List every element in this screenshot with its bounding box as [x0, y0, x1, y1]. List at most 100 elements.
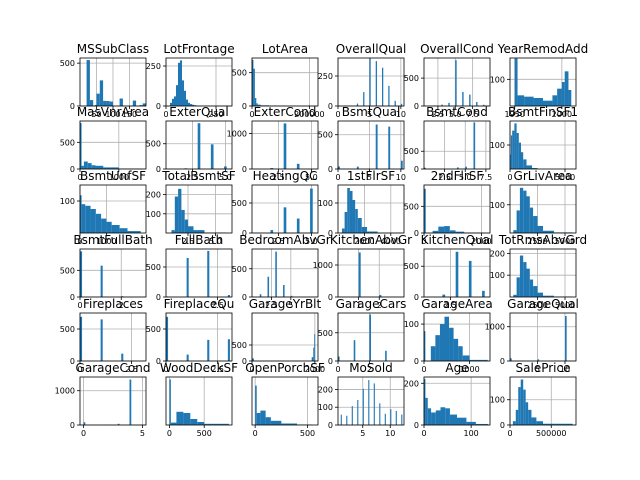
- histogram-bar: [224, 166, 227, 169]
- histogram-bar: [91, 165, 96, 169]
- histogram-bar: [193, 230, 205, 233]
- x-tick-label: 5.0: [219, 173, 232, 182]
- histogram-bar: [207, 339, 210, 361]
- histogram-bar: [103, 167, 119, 169]
- histogram-bar: [256, 103, 258, 106]
- histogram-bar: [543, 295, 554, 297]
- x-tick-label: 2.5: [182, 237, 195, 246]
- subplot-10: 2.5 5.0 7.5 0 500 BsmtCond: [404, 105, 493, 182]
- axes-frame: [165, 248, 233, 298]
- histogram-bar: [176, 411, 184, 425]
- y-tick-label: 0: [328, 102, 333, 111]
- axes-frame: [423, 57, 491, 107]
- y-tick-label: 0: [500, 421, 505, 430]
- histogram-bar: [468, 260, 472, 297]
- subplot-title: ExterQual: [169, 105, 228, 119]
- histogram-bar: [513, 230, 517, 233]
- axes-frame: [251, 248, 319, 298]
- axes-frame: [423, 184, 491, 234]
- histogram-bar: [127, 231, 141, 233]
- histogram-bar: [514, 58, 518, 106]
- histogram-bar: [510, 358, 512, 361]
- x-tick-label: 2.5: [211, 301, 224, 310]
- histogram-bar: [483, 104, 485, 106]
- subplot-8: 2.5 5.0 0 1000 ExterCond: [227, 105, 319, 182]
- subplot-21: 1 2 0 1000 KitchenAbvGr: [313, 233, 413, 310]
- histogram-bar: [338, 166, 340, 169]
- histogram-bar: [254, 98, 257, 106]
- histogram-bar: [564, 71, 569, 106]
- subplot-title: BsmtUnfSF: [80, 169, 146, 183]
- histogram-bar: [171, 230, 175, 233]
- axes-frame: [509, 184, 577, 234]
- histogram-bar: [424, 379, 426, 425]
- subplot-23: 2500 5000 100 200 TotRmsAbvGrd: [490, 233, 587, 310]
- subplot-title: HeatingQC: [253, 169, 318, 183]
- histogram-bar: [310, 188, 313, 233]
- subplot-title: KitchenQual: [421, 233, 494, 247]
- histogram-bar: [369, 58, 371, 106]
- histogram-bar: [444, 316, 450, 361]
- histogram-bar: [95, 213, 102, 233]
- histogram-bar: [525, 402, 529, 425]
- histogram-bar: [90, 209, 96, 233]
- histogram-bar: [469, 359, 488, 361]
- histogram-bar: [349, 191, 353, 233]
- histogram-bar: [382, 67, 384, 106]
- histogram-bar: [453, 338, 459, 361]
- histogram-bar: [119, 98, 123, 106]
- histogram-bar: [176, 85, 178, 106]
- x-tick-label: 0: [167, 429, 172, 438]
- subplot-title: WoodDeckSF: [160, 361, 238, 375]
- y-tick-label: 0: [70, 102, 75, 111]
- x-tick-label: 2500: [527, 301, 547, 310]
- x-tick-label: 10: [385, 429, 395, 438]
- subplot-title: SalePrice: [516, 361, 571, 375]
- y-tick-label: 0: [414, 421, 419, 430]
- axes-frame: [251, 184, 319, 234]
- histogram-bar: [132, 100, 137, 106]
- histogram-bar: [180, 60, 182, 106]
- histogram-bar: [184, 90, 186, 106]
- histogram-bar: [283, 284, 285, 297]
- x-tick-label: 5: [535, 365, 540, 374]
- histogram-bar: [270, 168, 274, 169]
- histogram-bar: [344, 212, 348, 233]
- subplot-title: GarageArea: [421, 297, 493, 311]
- x-tick-label: 50: [91, 110, 101, 119]
- histogram-bar: [346, 415, 348, 425]
- histogram-bar: [100, 319, 103, 361]
- histogram-bar: [257, 104, 261, 106]
- histogram-bar: [83, 422, 86, 425]
- y-tick-label: 0: [414, 165, 419, 174]
- subplot-18: 0 2 0 500 BsmtFullBath: [60, 233, 153, 310]
- x-tick-label: 0: [77, 301, 82, 310]
- x-tick-label: 5000: [555, 237, 575, 246]
- y-tick-label: 0: [328, 293, 333, 302]
- axes-frame: [509, 248, 577, 298]
- histogram-bar: [565, 316, 567, 361]
- subplot-title: GarageCars: [336, 297, 407, 311]
- subplot-22: 2.5 0 500 KitchenQual: [404, 233, 494, 310]
- histogram-bar: [190, 104, 192, 106]
- subplot-title: YearRemodAdd: [497, 42, 588, 56]
- histogram-bar: [424, 331, 426, 361]
- x-tick-label: 0: [253, 429, 258, 438]
- histogram-bar: [255, 385, 257, 425]
- histogram-bar: [482, 290, 485, 297]
- x-tick-label: 5000: [555, 301, 575, 310]
- subplot-title: FullBath: [175, 233, 223, 247]
- histogram-bar: [529, 279, 534, 297]
- histogram-bar: [96, 93, 100, 106]
- y-tick-label: 500: [318, 329, 333, 338]
- axes-frame: [79, 248, 147, 298]
- histogram-bar: [139, 105, 143, 106]
- histogram-bar: [85, 205, 91, 233]
- histogram-bar: [449, 230, 456, 233]
- y-tick-label: 500: [232, 341, 247, 350]
- histogram-bar: [170, 102, 172, 106]
